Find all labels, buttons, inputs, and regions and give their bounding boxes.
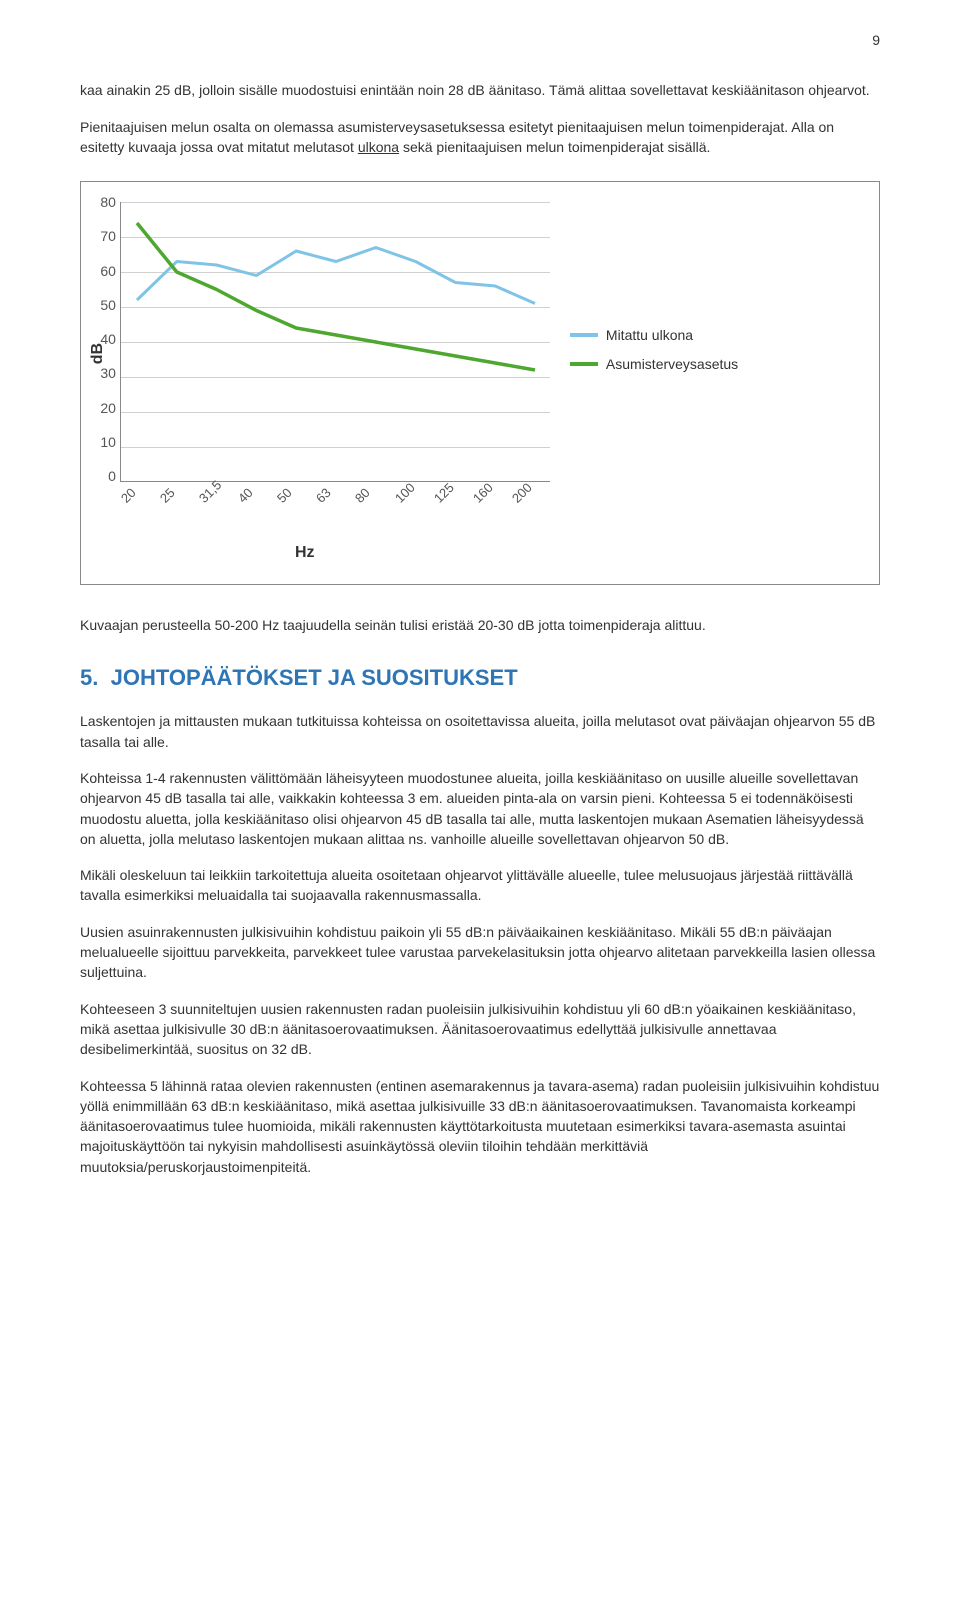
chart-plot-area (120, 202, 550, 482)
ytick: 10 (100, 435, 116, 449)
chart-yticks: 80706050403020100 (100, 202, 116, 490)
legend-swatch (570, 333, 598, 337)
para-e: Kohteeseen 3 suunniteltujen uusien raken… (80, 999, 880, 1060)
ytick: 40 (100, 332, 116, 346)
ytick: 60 (100, 264, 116, 278)
section-number: 5. (80, 665, 98, 690)
ytick: 20 (100, 401, 116, 415)
chart-series-line (137, 223, 535, 370)
paragraph-2-ul: ulkona (358, 139, 399, 155)
ytick: 70 (100, 229, 116, 243)
paragraph-after-chart: Kuvaajan perusteella 50-200 Hz taajuudel… (80, 615, 880, 635)
paragraph-2b: sekä pienitaajuisen melun toimenpideraja… (399, 139, 710, 155)
chart-xticks: 202531,540506380100125160200 (120, 486, 550, 505)
para-c: Mikäli oleskeluun tai leikkiin tarkoitet… (80, 865, 880, 906)
line-chart: dB 80706050403020100 202531,540506380100… (80, 181, 880, 585)
ytick: 50 (100, 298, 116, 312)
section-title: JOHTOPÄÄTÖKSET JA SUOSITUKSET (111, 665, 518, 690)
chart-series-line (137, 248, 535, 304)
section-heading: 5. JOHTOPÄÄTÖKSET JA SUOSITUKSET (80, 662, 880, 694)
legend-item: Mitattu ulkona (570, 325, 738, 345)
legend-label: Asumisterveysasetus (606, 354, 738, 374)
paragraph-1: kaa ainakin 25 dB, jolloin sisälle muodo… (80, 80, 880, 100)
legend-label: Mitattu ulkona (606, 325, 693, 345)
ytick: 80 (100, 195, 116, 209)
ytick: 0 (100, 469, 116, 483)
ytick: 30 (100, 366, 116, 380)
legend-swatch (570, 362, 598, 366)
para-d: Uusien asuinrakennusten julkisivuihin ko… (80, 922, 880, 983)
para-a: Laskentojen ja mittausten mukaan tutkitu… (80, 711, 880, 752)
legend-item: Asumisterveysasetus (570, 354, 738, 374)
page-number: 9 (80, 30, 880, 50)
paragraph-2: Pienitaajuisen melun osalta on olemassa … (80, 117, 880, 158)
para-f: Kohteessa 5 lähinnä rataa olevien rakenn… (80, 1076, 880, 1177)
chart-xlabel: Hz (295, 541, 315, 564)
chart-legend: Mitattu ulkona Asumisterveysasetus (570, 325, 738, 382)
para-b: Kohteissa 1-4 rakennusten välittömään lä… (80, 768, 880, 849)
